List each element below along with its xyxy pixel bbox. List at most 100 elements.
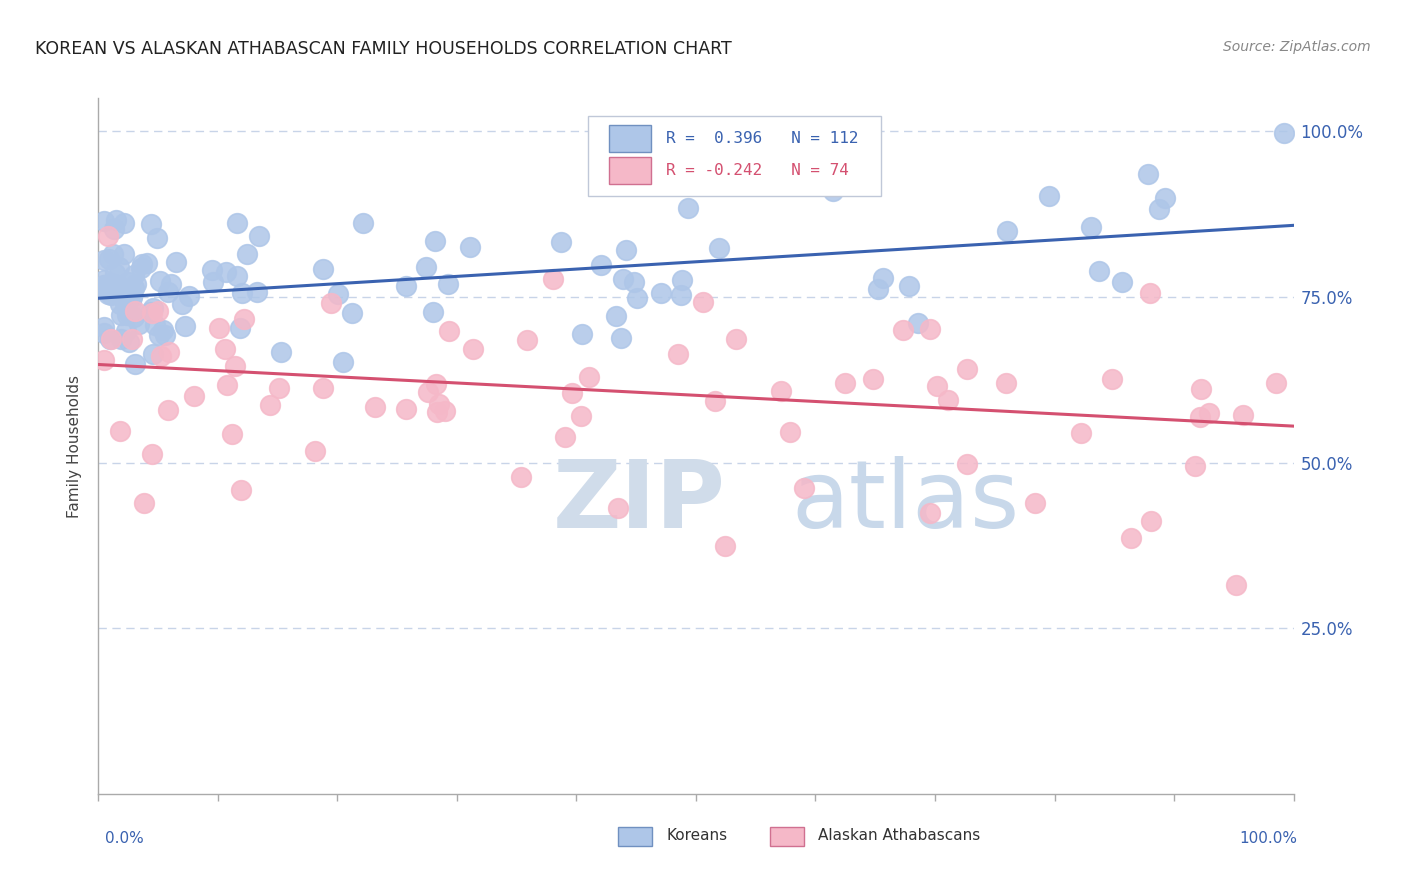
Point <box>1038 188 1060 202</box>
Point <box>927 379 949 393</box>
Point <box>159 277 181 291</box>
Point <box>1111 275 1133 289</box>
Point <box>671 288 693 302</box>
Point <box>1225 578 1247 592</box>
Point <box>270 345 292 359</box>
Point <box>561 386 583 401</box>
Point <box>104 267 127 281</box>
Point <box>233 312 256 326</box>
Point <box>671 273 693 287</box>
Point <box>229 321 252 335</box>
Bar <box>770 827 804 846</box>
Point <box>214 343 236 357</box>
Point <box>174 319 197 334</box>
Point <box>1272 126 1295 140</box>
Point <box>142 347 165 361</box>
Point <box>425 377 447 392</box>
Text: Koreans: Koreans <box>666 828 727 843</box>
Point <box>149 349 172 363</box>
Point <box>135 256 157 270</box>
Point <box>121 289 143 303</box>
Text: 0.0%: 0.0% <box>105 831 145 846</box>
Point <box>97 229 120 244</box>
Point <box>221 427 243 442</box>
Y-axis label: Family Households: Family Households <box>67 375 83 517</box>
Point <box>146 231 169 245</box>
Point <box>138 305 160 319</box>
Point <box>105 212 128 227</box>
Point <box>98 332 121 346</box>
Point <box>426 405 449 419</box>
Point <box>872 270 894 285</box>
Point <box>821 184 844 198</box>
Point <box>157 402 180 417</box>
Point <box>897 279 920 293</box>
Point <box>1184 459 1206 474</box>
Point <box>678 201 700 215</box>
Text: 100.0%: 100.0% <box>1240 831 1298 846</box>
Point <box>93 277 115 292</box>
Point <box>93 252 115 267</box>
Point <box>128 317 150 331</box>
Text: Source: ZipAtlas.com: Source: ZipAtlas.com <box>1223 40 1371 54</box>
Point <box>1024 496 1046 510</box>
Point <box>121 332 143 346</box>
Point <box>117 284 139 298</box>
Point <box>118 306 141 320</box>
Point <box>93 214 115 228</box>
Point <box>115 308 138 322</box>
Point <box>202 276 225 290</box>
Point <box>141 306 163 320</box>
Point <box>427 397 450 411</box>
Point <box>208 321 231 335</box>
Point <box>340 306 363 320</box>
Point <box>1087 264 1109 278</box>
Point <box>124 357 146 371</box>
Point <box>108 296 131 310</box>
Point <box>93 353 115 368</box>
Point <box>550 235 572 249</box>
Point <box>142 301 165 315</box>
Point <box>108 424 131 438</box>
Point <box>117 293 139 307</box>
Point <box>866 282 889 296</box>
Point <box>607 500 630 515</box>
Point <box>172 297 194 311</box>
Point <box>1136 167 1159 181</box>
Point <box>259 398 281 412</box>
Point <box>312 261 335 276</box>
Text: R = -0.242   N = 74: R = -0.242 N = 74 <box>666 163 849 178</box>
Point <box>122 268 145 282</box>
Point <box>217 378 239 392</box>
Point <box>215 265 238 279</box>
Point <box>247 229 270 244</box>
Bar <box>609 125 651 152</box>
Point <box>141 447 163 461</box>
Point <box>120 295 142 310</box>
Point <box>231 285 253 300</box>
Text: R =  0.396   N = 112: R = 0.396 N = 112 <box>666 131 859 146</box>
Point <box>416 385 439 400</box>
Text: Alaskan Athabascans: Alaskan Athabascans <box>818 828 980 843</box>
Point <box>364 400 387 414</box>
Point <box>920 506 942 520</box>
Point <box>124 303 146 318</box>
Point <box>692 295 714 310</box>
Point <box>319 296 342 310</box>
Point <box>112 247 135 261</box>
Point <box>936 393 959 408</box>
Point <box>105 278 128 293</box>
Point <box>226 268 249 283</box>
Point <box>725 332 748 346</box>
Point <box>605 310 627 324</box>
Point <box>353 216 375 230</box>
Point <box>1189 409 1212 424</box>
Point <box>225 217 247 231</box>
Point <box>709 242 731 256</box>
Point <box>956 361 979 376</box>
Point <box>118 334 141 349</box>
Point <box>100 276 122 290</box>
Point <box>650 285 672 300</box>
Point <box>224 359 246 373</box>
Point <box>1139 286 1161 301</box>
